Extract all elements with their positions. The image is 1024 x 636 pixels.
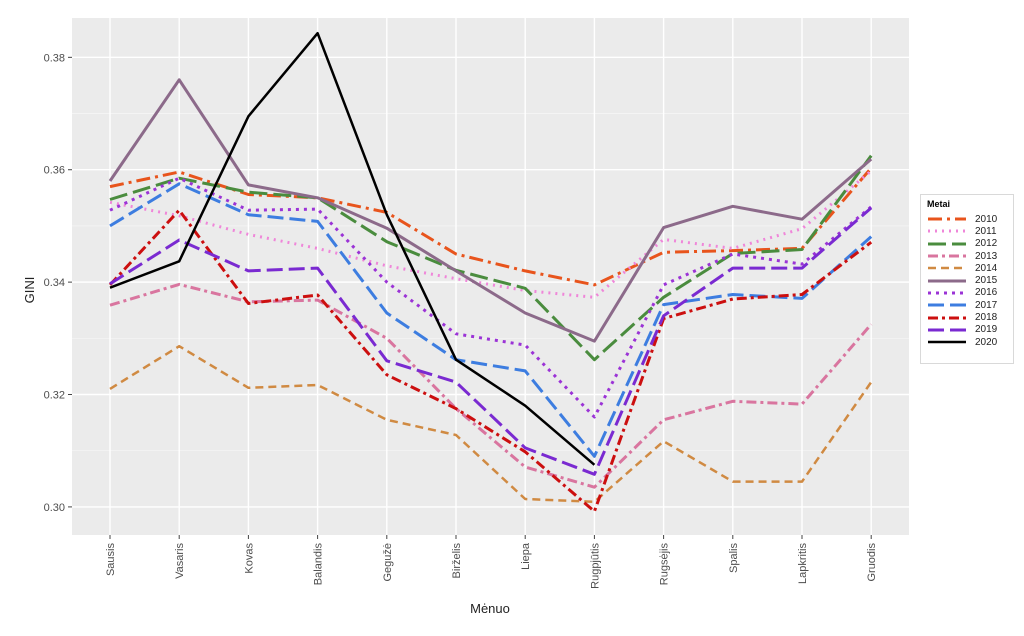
series-line-2015 — [108, 78, 873, 343]
series-line-2014 — [109, 344, 873, 504]
legend-label: 2012 — [975, 238, 998, 250]
y-tick-label: 0.30 — [44, 502, 65, 514]
legend-item: 2020 — [925, 336, 1013, 348]
series-line-2019 — [109, 206, 873, 476]
plot-panel — [72, 18, 909, 535]
series-lines — [108, 31, 873, 513]
legend-label: 2010 — [975, 213, 998, 225]
legend-label: 2015 — [975, 275, 998, 287]
x-axis: Sausis Vasaris Kovas Balandis Gegužė Birželis… — [105, 535, 878, 589]
x-tick-label: Balandis — [313, 543, 325, 586]
legend-label: 2019 — [975, 324, 998, 336]
legend-item: 2019 — [925, 324, 1013, 336]
x-tick-label: Rugpjūtis — [589, 543, 601, 589]
grid-major — [72, 18, 909, 535]
grid-minor — [72, 113, 909, 452]
legend-items: 2010 2011 2012 2013 2014 2015 2016 2017 2018 2019… — [925, 213, 1013, 348]
series-line-2017 — [109, 182, 873, 458]
legend-key — [928, 229, 966, 233]
legend-label: 2014 — [975, 262, 998, 274]
legend-key — [928, 291, 966, 295]
series-line-2020 — [109, 31, 596, 466]
legend-item: 2017 — [925, 299, 1013, 311]
legend-key — [928, 242, 966, 246]
y-axis-title: GINI — [22, 277, 37, 304]
legend-key — [928, 316, 966, 320]
legend-item: 2013 — [925, 250, 1013, 262]
y-tick-label: 0.34 — [44, 277, 65, 289]
legend-key — [928, 254, 966, 258]
x-tick-label: Vasaris — [174, 543, 186, 579]
x-tick-label: Kovas — [243, 543, 255, 574]
legend-item: 2016 — [925, 287, 1013, 299]
legend-key — [928, 217, 966, 221]
y-tick-label: 0.38 — [44, 52, 65, 64]
legend-label: 2017 — [975, 299, 998, 311]
x-tick-label: Birželis — [451, 543, 463, 579]
legend-label: 2011 — [975, 225, 997, 237]
legend-label: 2016 — [975, 287, 998, 299]
series-line-2013 — [109, 282, 873, 489]
x-tick-label: Sausis — [105, 543, 117, 577]
x-tick-label: Spalis — [728, 543, 740, 573]
y-tick-label: 0.32 — [44, 390, 65, 402]
series-line-2010 — [109, 167, 873, 287]
series-line-2011 — [109, 169, 873, 299]
legend-item: 2014 — [925, 262, 1013, 274]
legend-label: 2013 — [975, 250, 998, 262]
series-line-2018 — [108, 208, 873, 513]
legend-item: 2012 — [925, 238, 1013, 250]
x-tick-label: Rugsėjis — [659, 543, 671, 586]
y-axis: 0.30 0.32 0.34 0.36 0.38 — [44, 52, 72, 514]
x-tick-label: Gruodis — [866, 543, 878, 582]
legend-item: 2015 — [925, 274, 1013, 286]
legend-key — [928, 267, 966, 270]
legend-key — [928, 328, 966, 332]
legend-item: 2010 — [925, 213, 1013, 225]
legend-key — [928, 340, 966, 344]
legend-item: 2011 — [925, 225, 1013, 237]
x-tick-label: Gegužė — [382, 543, 394, 582]
legend-title: Metai — [927, 199, 951, 209]
series-line-2012 — [109, 154, 873, 362]
legend-label: 2020 — [975, 336, 998, 348]
x-tick-label: Liepa — [520, 542, 532, 570]
legend-item: 2018 — [925, 311, 1013, 323]
legend-key — [928, 279, 966, 283]
x-axis-title: Mėnuo — [470, 601, 510, 616]
y-tick-label: 0.36 — [44, 165, 65, 177]
legend-key — [928, 303, 966, 307]
legend: Metai 2010 2011 2012 2013 2014 2015 2016 2017 20… — [920, 194, 1014, 364]
legend-label: 2018 — [975, 312, 998, 324]
x-tick-label: Lapkritis — [797, 543, 809, 584]
